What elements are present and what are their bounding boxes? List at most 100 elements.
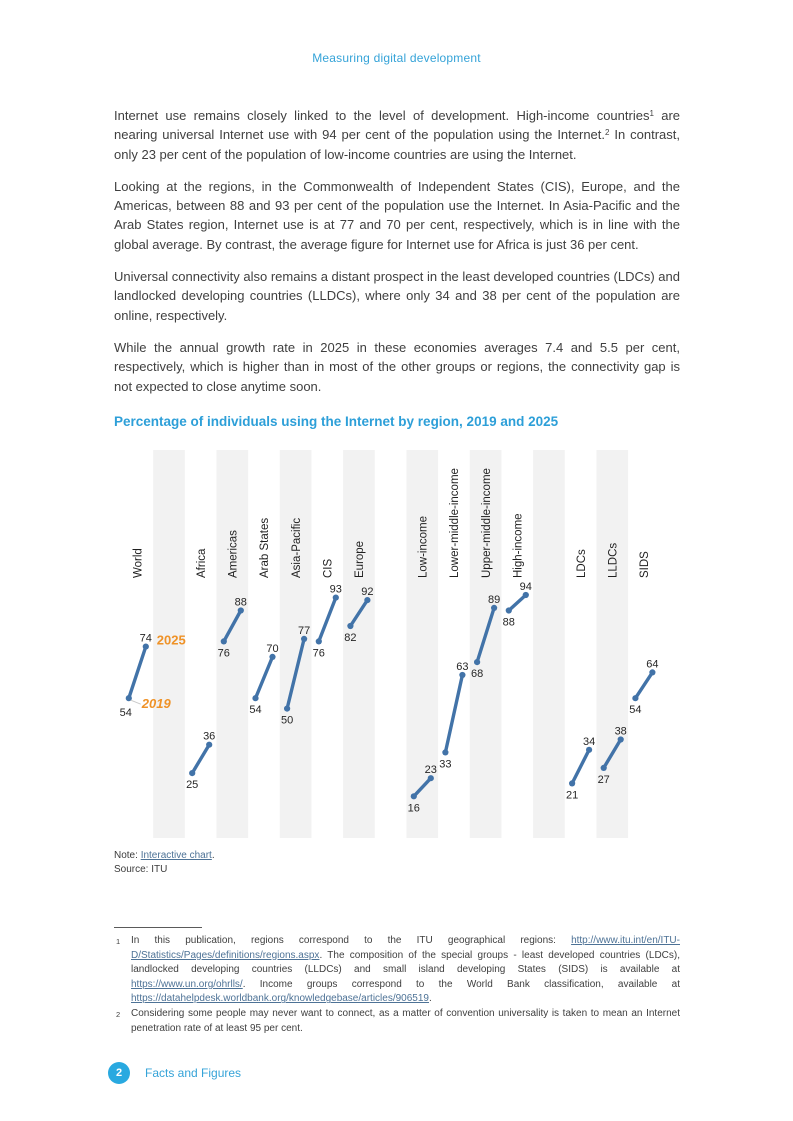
slope-line xyxy=(253,655,275,700)
worldbank-classification-link[interactable]: https://datahelpdesk.worldbank.org/knowl… xyxy=(131,993,429,1005)
un-ohrlls-link[interactable]: https://www.un.org/ohrlls/ xyxy=(131,978,243,990)
value-label-2025: 70 xyxy=(266,643,278,655)
value-label-2019: 21 xyxy=(566,789,578,801)
chart-note-block: Note: Interactive chart. Source: ITU xyxy=(114,849,215,877)
paragraph-3: Universal connectivity also remains a di… xyxy=(114,269,680,323)
data-point-2025 xyxy=(427,775,434,782)
page-number-badge: 2 xyxy=(108,1062,130,1084)
value-label-2025: 94 xyxy=(520,581,532,593)
category-label: Low-income xyxy=(418,516,430,578)
footnote-reference: 1 xyxy=(649,109,654,118)
data-point-2019 xyxy=(410,793,417,800)
data-point-2019 xyxy=(347,622,354,630)
report-title: Facts and Figures xyxy=(145,1066,242,1080)
category-label: LDCs xyxy=(576,549,588,578)
interactive-chart-link[interactable]: Interactive chart xyxy=(140,850,212,861)
data-point-2025 xyxy=(269,653,276,660)
value-label-2025: 64 xyxy=(646,658,658,670)
value-label-2019: 76 xyxy=(218,647,230,659)
value-label-2019: 54 xyxy=(629,704,641,716)
data-point-2019 xyxy=(252,695,259,702)
slope-line xyxy=(507,593,528,613)
article-body: Internet use remains closely linked to t… xyxy=(114,106,680,431)
year-label-2019: 2019 xyxy=(141,696,172,711)
chart-source: Source: ITU xyxy=(114,864,168,875)
value-label-2025: 74 xyxy=(140,633,152,645)
category-label: Lower-middle-income xyxy=(449,468,461,578)
category-label: Africa xyxy=(196,548,208,578)
data-point-2025 xyxy=(206,741,213,748)
footnote-separator xyxy=(114,927,202,928)
slope-line xyxy=(570,748,591,786)
chart-title: Percentage of individuals using the Inte… xyxy=(114,413,559,429)
value-label-2019: 76 xyxy=(313,647,325,659)
value-label-2019: 54 xyxy=(249,704,261,716)
data-point-2019 xyxy=(220,638,227,645)
value-label-2025: 23 xyxy=(425,764,437,776)
value-label-2019: 54 xyxy=(120,707,132,719)
value-label-2025: 38 xyxy=(615,726,627,738)
value-label-2019: 88 xyxy=(503,617,515,629)
data-point-2025 xyxy=(364,597,371,604)
category-label: SIDS xyxy=(639,551,651,578)
value-label-2025: 88 xyxy=(235,597,247,609)
column-stripe xyxy=(279,450,312,838)
footnotes: 1 In this publication, regions correspon… xyxy=(114,934,680,1036)
slope-line xyxy=(317,595,338,644)
category-label: CIS xyxy=(323,559,335,579)
paragraph-4: While the annual growth rate in 2025 in … xyxy=(114,339,680,394)
data-point-2019 xyxy=(315,638,322,645)
category-label: Americas xyxy=(228,530,240,578)
slope-line xyxy=(412,776,433,798)
data-point-2025 xyxy=(586,746,593,753)
data-point-2025 xyxy=(491,604,498,611)
slope-line xyxy=(633,670,655,700)
value-label-2025: 34 xyxy=(583,736,595,748)
data-point-2025 xyxy=(617,736,624,743)
column-stripe xyxy=(533,450,565,838)
slope-line xyxy=(348,598,370,628)
data-point-2025 xyxy=(237,607,244,614)
category-label: Arab States xyxy=(259,518,271,578)
column-stripe xyxy=(469,450,502,838)
value-label-2025: 63 xyxy=(456,661,468,673)
running-header: Measuring digital development xyxy=(312,51,481,65)
footnote-text: In this publication, regions correspond … xyxy=(131,935,680,1005)
data-point-2025 xyxy=(332,594,339,601)
data-point-2019 xyxy=(284,705,291,712)
year-label-2025: 2025 xyxy=(157,633,186,648)
data-point-2019 xyxy=(600,764,607,771)
value-label-2025: 36 xyxy=(203,731,215,743)
value-label-2025: 93 xyxy=(330,584,342,596)
slope-line xyxy=(602,737,623,770)
slope-line xyxy=(443,673,465,755)
category-label: Upper-middle-income xyxy=(481,468,493,578)
paragraph-2: Looking at the regions, in the Commonwea… xyxy=(114,178,680,252)
footnote-number: 2 xyxy=(116,1009,121,1019)
data-point-2019 xyxy=(569,780,576,787)
paragraph-1: Internet use remains closely linked to t… xyxy=(114,108,681,162)
value-label-2019: 16 xyxy=(408,802,420,814)
column-stripe xyxy=(216,450,249,838)
data-point-2019 xyxy=(474,659,481,666)
data-point-2025 xyxy=(459,671,466,679)
page-footer: 2 Facts and Figures xyxy=(108,1062,241,1084)
value-label-2019: 27 xyxy=(598,774,610,786)
slope-line xyxy=(285,637,306,711)
slope-line xyxy=(127,644,148,700)
category-label: Asia-Pacific xyxy=(291,518,303,578)
footnote-1: 1 In this publication, regions correspon… xyxy=(114,934,680,1007)
data-point-2019 xyxy=(442,749,449,756)
value-label-2025: 92 xyxy=(361,586,373,598)
itu-regions-link[interactable]: http://www.itu.int/en/ITU-D/Statistics/P… xyxy=(131,935,680,961)
data-point-2025 xyxy=(649,669,656,676)
slope-chart-svg: World 54 74 2025 2019 Africa 25 36 Americas 76 88 A… xyxy=(120,450,659,838)
footnote-reference: 2 xyxy=(605,128,610,138)
value-label-2019: 82 xyxy=(344,632,356,644)
data-point-2019 xyxy=(125,695,132,702)
value-label-2019: 25 xyxy=(186,779,198,791)
value-label-2019: 50 xyxy=(281,715,293,727)
data-point-2019 xyxy=(505,607,512,614)
slope-line xyxy=(475,606,496,664)
